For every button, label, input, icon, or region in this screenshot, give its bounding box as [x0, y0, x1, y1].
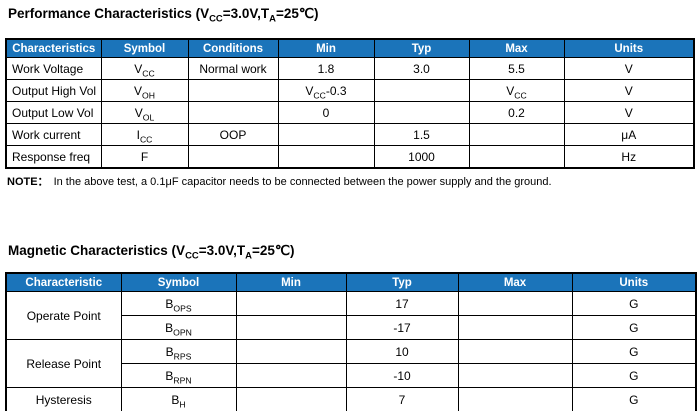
table-cell: Work Voltage — [5, 57, 102, 80]
table-cell: G — [571, 387, 697, 411]
table-cell: BH — [120, 387, 237, 411]
table-cell: 0.2 — [468, 101, 565, 124]
table-row: Hysteresis BH 7 G — [5, 387, 697, 411]
table-cell: Response freq — [5, 145, 102, 169]
column-header: Max — [457, 272, 573, 292]
table-cell — [468, 145, 565, 169]
column-header: Conditions — [187, 38, 279, 58]
table-cell: -17 — [345, 315, 459, 340]
table-cell: G — [571, 363, 697, 388]
table-cell — [457, 339, 573, 364]
table-cell: G — [571, 315, 697, 340]
table-row: Response freq F 1000 Hz — [5, 145, 695, 169]
table-cell: VCC — [468, 79, 565, 102]
table-cell — [235, 339, 347, 364]
table-row: BRPN -10 G — [6, 363, 697, 388]
table-row: BOPN -17 G — [6, 315, 697, 340]
table-cell: BRPS — [120, 339, 237, 364]
table-cell — [187, 101, 279, 124]
note: NOTE： In the above test, a 0.1μF capacito… — [7, 175, 693, 189]
header-row: Characteristic Symbol Min Typ Max Units — [5, 272, 697, 292]
table-cell: Release Point — [5, 339, 122, 388]
table-cell — [187, 145, 279, 169]
table-cell — [277, 123, 375, 146]
table-row: Output Low Vol VOL 0 0.2 V — [5, 101, 695, 124]
column-header: Characteristic — [5, 272, 122, 292]
magnetic-table: Characteristic Symbol Min Typ Max Units Operat… — [5, 272, 697, 411]
table-cell: Normal work — [187, 57, 279, 80]
table-cell — [235, 387, 347, 411]
table-cell: 3.0 — [373, 57, 470, 80]
table-cell — [468, 123, 565, 146]
table-cell — [373, 101, 470, 124]
table-cell: Hysteresis — [5, 387, 122, 411]
column-header: Units — [563, 38, 695, 58]
table-cell: 17 — [345, 291, 459, 316]
table-cell: BOPS — [120, 291, 237, 316]
column-header: Typ — [373, 38, 470, 58]
performance-table: Characteristics Symbol Conditions Min Typ Max… — [5, 38, 695, 169]
table-row: Release Point BRPS 10 G — [5, 339, 697, 388]
table-cell: VOL — [100, 101, 189, 124]
table-row: Operate Point BOPS 17 G — [5, 291, 697, 340]
table-cell: VCC — [100, 57, 189, 80]
table-cell: -10 — [345, 363, 459, 388]
table-cell: μA — [563, 123, 695, 146]
table-cell — [457, 315, 573, 340]
table-cell — [457, 363, 573, 388]
table-row: Work Voltage VCC Normal work 1.8 3.0 5.5 V — [5, 57, 695, 80]
table-cell: Output High Vol — [5, 79, 102, 102]
note-label: NOTE： — [7, 176, 49, 188]
table-cell: V — [563, 57, 695, 80]
table-cell: Operate Point — [5, 291, 122, 340]
table-cell: Hz — [563, 145, 695, 169]
table-cell: V — [563, 79, 695, 102]
column-header: Units — [571, 272, 697, 292]
table-cell: 1000 — [373, 145, 470, 169]
table-cell — [457, 387, 573, 411]
table-cell: V — [563, 101, 695, 124]
table-row: Work current ICC OOP 1.5 μA — [5, 123, 695, 146]
performance-section-title: Performance Characteristics (VCC=3.0V,TA… — [8, 6, 319, 25]
table-cell — [235, 363, 347, 388]
column-header: Typ — [345, 272, 459, 292]
table-cell: F — [100, 145, 189, 169]
table-cell — [187, 79, 279, 102]
header-row: Characteristics Symbol Conditions Min Typ Max… — [5, 38, 695, 58]
table-cell: Output Low Vol — [5, 101, 102, 124]
table-cell — [457, 291, 573, 316]
note-text: In the above test, a 0.1μF capacitor nee… — [53, 176, 552, 188]
column-header: Min — [235, 272, 347, 292]
table-cell: VCC-0.3 — [277, 79, 375, 102]
table-cell: OOP — [187, 123, 279, 146]
table-cell: 0 — [277, 101, 375, 124]
table-cell: 1.8 — [277, 57, 375, 80]
table-cell: ICC — [100, 123, 189, 146]
table-cell: G — [571, 339, 697, 364]
table-cell: BRPN — [120, 363, 237, 388]
table-cell: 1.5 — [373, 123, 470, 146]
table-cell — [235, 315, 347, 340]
table-cell — [235, 291, 347, 316]
table-cell: BOPN — [120, 315, 237, 340]
column-header: Symbol — [120, 272, 237, 292]
table-row: Output High Vol VOH VCC-0.3 VCC V — [5, 79, 695, 102]
table-cell — [373, 79, 470, 102]
table-cell: G — [571, 291, 697, 316]
table-cell: 5.5 — [468, 57, 565, 80]
table-cell: Work current — [5, 123, 102, 146]
column-header: Characteristics — [5, 38, 102, 58]
table-cell: 10 — [345, 339, 459, 364]
column-header: Min — [277, 38, 375, 58]
magnetic-section-title: Magnetic Characteristics (VCC=3.0V,TA=25… — [8, 243, 295, 262]
column-header: Symbol — [100, 38, 189, 58]
table-cell — [277, 145, 375, 169]
table-cell: 7 — [345, 387, 459, 411]
column-header: Max — [468, 38, 565, 58]
table-cell: VOH — [100, 79, 189, 102]
